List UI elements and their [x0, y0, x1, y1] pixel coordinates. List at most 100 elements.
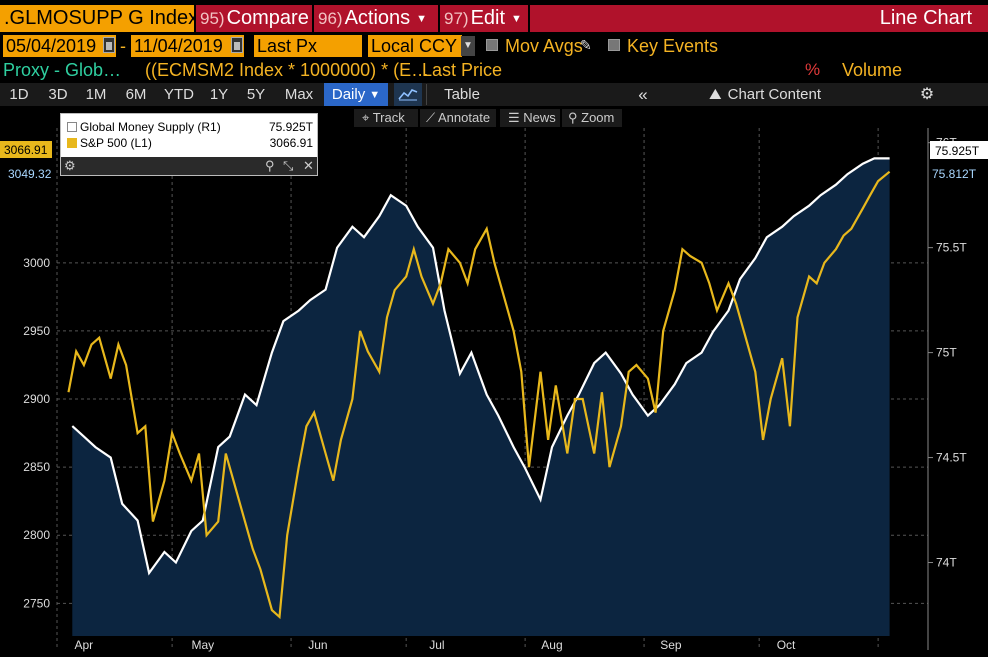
chart-content-icon: ⛰: [709, 86, 722, 103]
left-tag-sp500: 3066.91: [0, 141, 52, 158]
caret-down-icon: ▼: [511, 13, 522, 25]
frequency-select[interactable]: Daily ▼: [324, 83, 388, 106]
gear-icon[interactable]: ⚙: [64, 158, 76, 173]
track-tool[interactable]: ⌖ Track: [354, 109, 418, 127]
x-tick-label: Aug: [541, 638, 562, 652]
right-tag-secondary: 75.812T: [932, 167, 977, 181]
toolbar: [0, 83, 988, 106]
chart-type-title[interactable]: Line Chart: [530, 5, 988, 32]
x-tick-label: Apr: [75, 638, 94, 652]
currency-select[interactable]: Local CCY: [368, 35, 462, 57]
mov-avgs-label: Mov Avgs: [505, 36, 583, 56]
annotate-tool[interactable]: ⟋ Annotate: [420, 109, 496, 127]
compare-label: Compare: [226, 7, 309, 29]
date-range-dash: -: [120, 36, 126, 56]
mov-avgs-checkbox[interactable]: [486, 39, 498, 51]
right-tick-label: 74.5T: [936, 451, 967, 465]
left-tick-label: 2900: [23, 392, 50, 406]
right-tag-gms: 75.925T: [930, 141, 988, 159]
x-axis: Apr May Jun Jul Aug Sep Oct: [75, 638, 797, 652]
edit-button[interactable]: 97) Edit ▼: [440, 5, 528, 32]
calendar-icon[interactable]: [231, 37, 243, 53]
start-date-field[interactable]: 05/04/2019: [3, 35, 116, 57]
track-label: Track: [372, 110, 405, 125]
actions-button[interactable]: 96) Actions ▼: [314, 5, 438, 32]
collapse-icon[interactable]: «: [638, 85, 648, 104]
x-tick-label: Sep: [660, 638, 682, 652]
period-1y[interactable]: 1Y: [209, 86, 229, 103]
left-tag-secondary-value: 3049.32: [8, 167, 52, 181]
period-max[interactable]: Max: [284, 86, 314, 103]
left-tag-secondary: 3049.32: [8, 167, 52, 181]
x-tick-label: Jun: [308, 638, 327, 652]
gear-icon[interactable]: ⚙: [919, 86, 935, 103]
legend-swatch-gms: [67, 122, 77, 132]
left-tag-sp500-value: 3066.91: [4, 143, 48, 157]
key-events-checkbox[interactable]: [608, 39, 620, 51]
zoom-label: Zoom: [581, 110, 615, 125]
sp500-series-line: [67, 170, 891, 620]
period-5y[interactable]: 5Y: [246, 86, 266, 103]
legend-gms-name: Global Money Supply (R1): [80, 120, 221, 134]
right-tick-label: 74T: [936, 556, 957, 570]
right-tag-secondary-value: 75.812T: [932, 167, 977, 181]
x-tick-label: Jul: [429, 638, 444, 652]
legend-row-sp500: S&P 500 (L1) 3066.91: [67, 136, 313, 151]
formula-label: ((ECMSM2 Index * 1000000) * (E…: [145, 60, 430, 80]
pin-icon[interactable]: ⚲: [265, 158, 275, 173]
compare-num: 95): [200, 9, 225, 28]
end-date-field[interactable]: 11/04/2019: [131, 35, 244, 57]
frequency-label: Daily: [331, 86, 366, 103]
legend-sp500-value: 3066.91: [269, 136, 313, 150]
period-1m[interactable]: 1M: [85, 86, 107, 103]
close-icon[interactable]: ✕: [303, 158, 314, 173]
zoom-tool[interactable]: ⚲ Zoom: [562, 109, 622, 127]
edit-num: 97): [444, 9, 469, 28]
actions-num: 96): [318, 9, 343, 28]
edit-label: Edit: [470, 7, 506, 29]
legend-row-gms: Global Money Supply (R1) 75.925T: [67, 120, 313, 135]
chart-content-label: Chart Content: [727, 86, 821, 103]
news-tool[interactable]: ☰ News: [500, 109, 560, 127]
period-1d[interactable]: 1D: [9, 86, 29, 103]
volume-label[interactable]: Volume: [842, 60, 903, 80]
chevron-down-icon[interactable]: ▼: [461, 36, 475, 56]
legend-gms-value: 75.925T: [268, 120, 313, 134]
key-events-label: Key Events: [627, 36, 719, 56]
left-tick-label: 2750: [23, 596, 50, 610]
news-label: News: [523, 110, 556, 125]
x-tick-label: May: [191, 638, 214, 652]
line-chart-icon[interactable]: [394, 83, 422, 106]
right-tick-label: 75.5T: [936, 241, 967, 255]
right-tag-gms-value: 75.925T: [935, 144, 980, 158]
price-field-select[interactable]: Last Px: [254, 35, 362, 57]
percent-toggle[interactable]: %: [805, 60, 821, 79]
calendar-icon[interactable]: [103, 37, 115, 53]
proxy-label: Proxy - Glob…: [3, 60, 122, 80]
compare-button[interactable]: 95) Compare: [196, 5, 312, 32]
chart-legend[interactable]: Global Money Supply (R1) 75.925T S&P 500…: [60, 113, 318, 176]
left-tick-label: 2800: [23, 528, 50, 542]
caret-down-icon: ▼: [416, 13, 428, 25]
annotate-label: Annotate: [438, 110, 491, 125]
legend-sp500-name: S&P 500 (L1): [80, 136, 152, 150]
period-6m[interactable]: 6M: [125, 86, 147, 103]
security-ticker[interactable]: .GLMOSUPP G Index: [0, 5, 194, 32]
period-3d[interactable]: 3D: [48, 86, 68, 103]
resize-icon[interactable]: ⤡: [283, 158, 294, 173]
caret-down-icon: ▼: [369, 89, 381, 101]
right-tick-label: 75T: [936, 346, 957, 360]
chart-content-button[interactable]: ⛰ Chart Content: [700, 83, 830, 106]
pencil-icon[interactable]: ✎: [580, 37, 592, 53]
toolbar-divider: [426, 84, 427, 105]
left-tick-label: 3000: [23, 256, 50, 270]
table-button[interactable]: Table: [444, 86, 480, 103]
x-tick-label: Oct: [777, 638, 796, 652]
legend-footer: ⚙ ⚲ ⤡ ✕: [61, 157, 317, 175]
legend-swatch-sp500: [67, 138, 77, 148]
left-tick-label: 2950: [23, 324, 50, 338]
period-ytd[interactable]: YTD: [164, 86, 194, 103]
gms-series-line: [71, 157, 890, 576]
